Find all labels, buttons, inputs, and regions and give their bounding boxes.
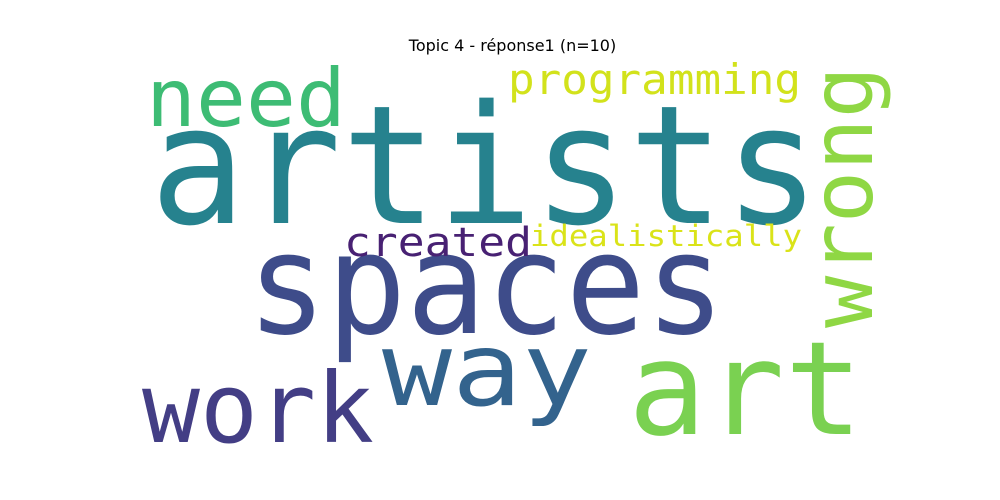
- word-wrong: wrong: [793, 66, 893, 328]
- word-artists: artists: [150, 70, 820, 262]
- word-idealistically: idealistically: [530, 219, 802, 253]
- word-way: way: [382, 311, 592, 430]
- wordcloud-title: Topic 4 - réponse1 (n=10): [408, 36, 617, 55]
- word-spaces: spaces: [247, 204, 725, 367]
- word-programming: programming: [508, 55, 801, 104]
- word-art: art: [628, 313, 863, 465]
- word-created: created: [344, 220, 532, 266]
- word-need: need: [146, 52, 346, 145]
- word-work: work: [142, 352, 374, 465]
